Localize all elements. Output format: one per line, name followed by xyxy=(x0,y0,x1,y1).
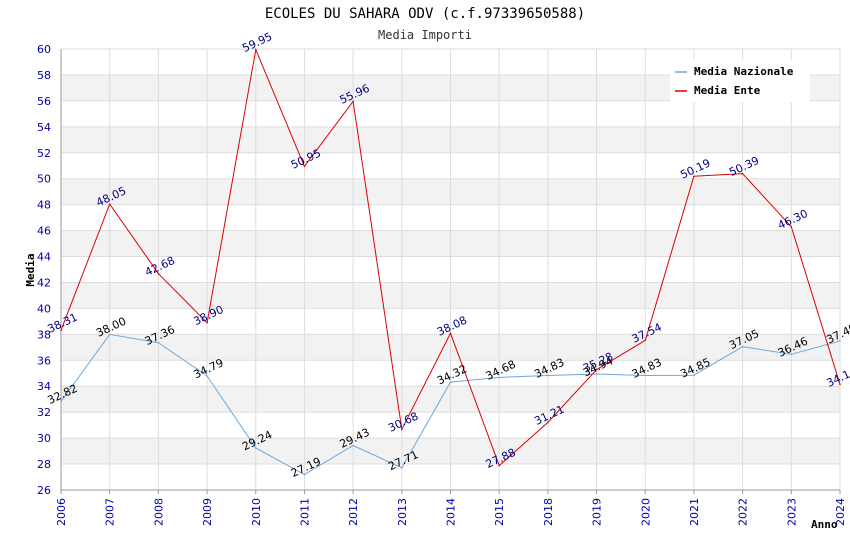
data-point-nazionale xyxy=(60,400,62,403)
x-axis-label: Anno xyxy=(811,518,838,531)
y-tick-label: 40 xyxy=(37,302,51,315)
x-tick-labels: 2006 2007 2008 2009 2010 2011 2012 2013 2014 2015… xyxy=(55,498,847,526)
data-point-nazionale xyxy=(741,345,744,348)
legend-box xyxy=(670,60,810,102)
y-axis-label: Media xyxy=(24,253,37,286)
data-point-ente xyxy=(839,383,841,386)
data-point-nazionale xyxy=(401,467,403,469)
x-tick-label: 2015 xyxy=(493,498,506,526)
y-tick-label: 60 xyxy=(37,43,51,56)
data-label-nazionale: 34.32 xyxy=(435,362,469,387)
y-tick-label: 56 xyxy=(37,95,51,108)
y-tick-label: 32 xyxy=(37,406,51,419)
data-point-nazionale xyxy=(595,373,598,375)
data-point-ente xyxy=(595,368,598,371)
data-point-ente xyxy=(547,421,549,424)
x-tick-label: 2022 xyxy=(737,498,750,526)
chart-subtitle: Media Importi xyxy=(378,28,472,42)
series-lines xyxy=(60,47,841,476)
data-point-nazionale xyxy=(839,340,841,342)
y-tick-label: 54 xyxy=(37,121,51,134)
x-tick-label: 2012 xyxy=(347,498,360,526)
data-point-ente xyxy=(303,165,306,168)
axes xyxy=(60,49,841,494)
legend-label-nazionale: Media Nazionale xyxy=(694,65,794,78)
data-point-ente xyxy=(60,329,62,332)
y-tick-label: 38 xyxy=(37,328,51,341)
data-label-ente: 50.19 xyxy=(678,157,712,182)
y-tick-label: 50 xyxy=(37,173,51,186)
data-point-nazionale xyxy=(693,374,695,377)
data-point-ente xyxy=(498,464,500,467)
data-point-ente xyxy=(352,100,354,103)
y-tick-label: 46 xyxy=(37,225,51,238)
y-tick-label: 58 xyxy=(37,69,51,82)
x-tick-label: 2009 xyxy=(201,498,214,526)
data-label-ente: 34.14 xyxy=(824,365,850,390)
legend: Media Nazionale Media Ente xyxy=(670,60,810,102)
x-tick-label: 2021 xyxy=(688,498,701,526)
x-tick-label: 2018 xyxy=(542,498,555,526)
data-point-ente xyxy=(157,272,160,275)
y-tick-label: 30 xyxy=(37,432,51,445)
y-tick-labels: 26 28 30 32 34 36 38 40 42 44 46 48 50 52 54 56 58 60 xyxy=(37,43,51,497)
data-point-ente xyxy=(644,339,647,342)
x-tick-label: 2010 xyxy=(250,498,263,526)
data-point-nazionale xyxy=(352,444,354,447)
x-tick-label: 2020 xyxy=(639,498,652,526)
chart-title: ECOLES DU SAHARA ODV (c.f.97339650588) xyxy=(265,6,585,22)
y-tick-label: 42 xyxy=(37,276,51,289)
data-point-nazionale xyxy=(449,381,452,383)
y-tick-label: 26 xyxy=(37,484,51,497)
data-label-nazionale: 34.68 xyxy=(484,358,518,383)
data-point-ente xyxy=(790,225,793,228)
data-point-ente xyxy=(449,332,452,335)
data-point-ente xyxy=(108,203,111,205)
y-tick-label: 36 xyxy=(37,354,51,367)
x-tick-label: 2024 xyxy=(834,498,847,526)
data-label-ente: 59.95 xyxy=(240,30,274,55)
data-point-nazionale xyxy=(206,375,208,377)
data-label-ente: 30.68 xyxy=(386,410,420,435)
data-label-ente: 46.30 xyxy=(776,207,810,232)
data-point-nazionale xyxy=(254,447,257,449)
data-point-nazionale xyxy=(157,341,160,344)
data-point-ente xyxy=(693,175,695,178)
data-point-nazionale xyxy=(547,374,549,377)
y-tick-label: 48 xyxy=(37,199,51,212)
x-tick-label: 2008 xyxy=(152,498,165,526)
y-tick-label: 44 xyxy=(37,251,51,264)
data-point-ente xyxy=(741,172,744,175)
x-tick-label: 2019 xyxy=(591,498,604,526)
y-tick-label: 34 xyxy=(37,380,51,393)
data-point-ente xyxy=(254,48,257,51)
data-point-ente xyxy=(401,428,403,431)
data-point-ente xyxy=(206,321,208,324)
data-point-nazionale xyxy=(303,473,306,476)
y-tick-label: 52 xyxy=(37,147,51,160)
x-tick-label: 2007 xyxy=(104,498,117,526)
x-tick-label: 2011 xyxy=(298,498,311,526)
data-label-nazionale: 37.49 xyxy=(824,321,850,346)
x-tick-label: 2023 xyxy=(785,498,798,526)
data-point-nazionale xyxy=(644,374,647,377)
y-tick-label: 28 xyxy=(37,458,51,471)
legend-label-ente: Media Ente xyxy=(694,84,761,97)
x-tick-label: 2014 xyxy=(445,498,458,526)
grid-lines xyxy=(60,48,841,491)
data-point-nazionale xyxy=(498,376,500,379)
x-tick-label: 2013 xyxy=(396,498,409,526)
x-tick-label: 2006 xyxy=(55,498,68,526)
data-point-nazionale xyxy=(108,333,111,336)
data-point-nazionale xyxy=(790,353,793,356)
